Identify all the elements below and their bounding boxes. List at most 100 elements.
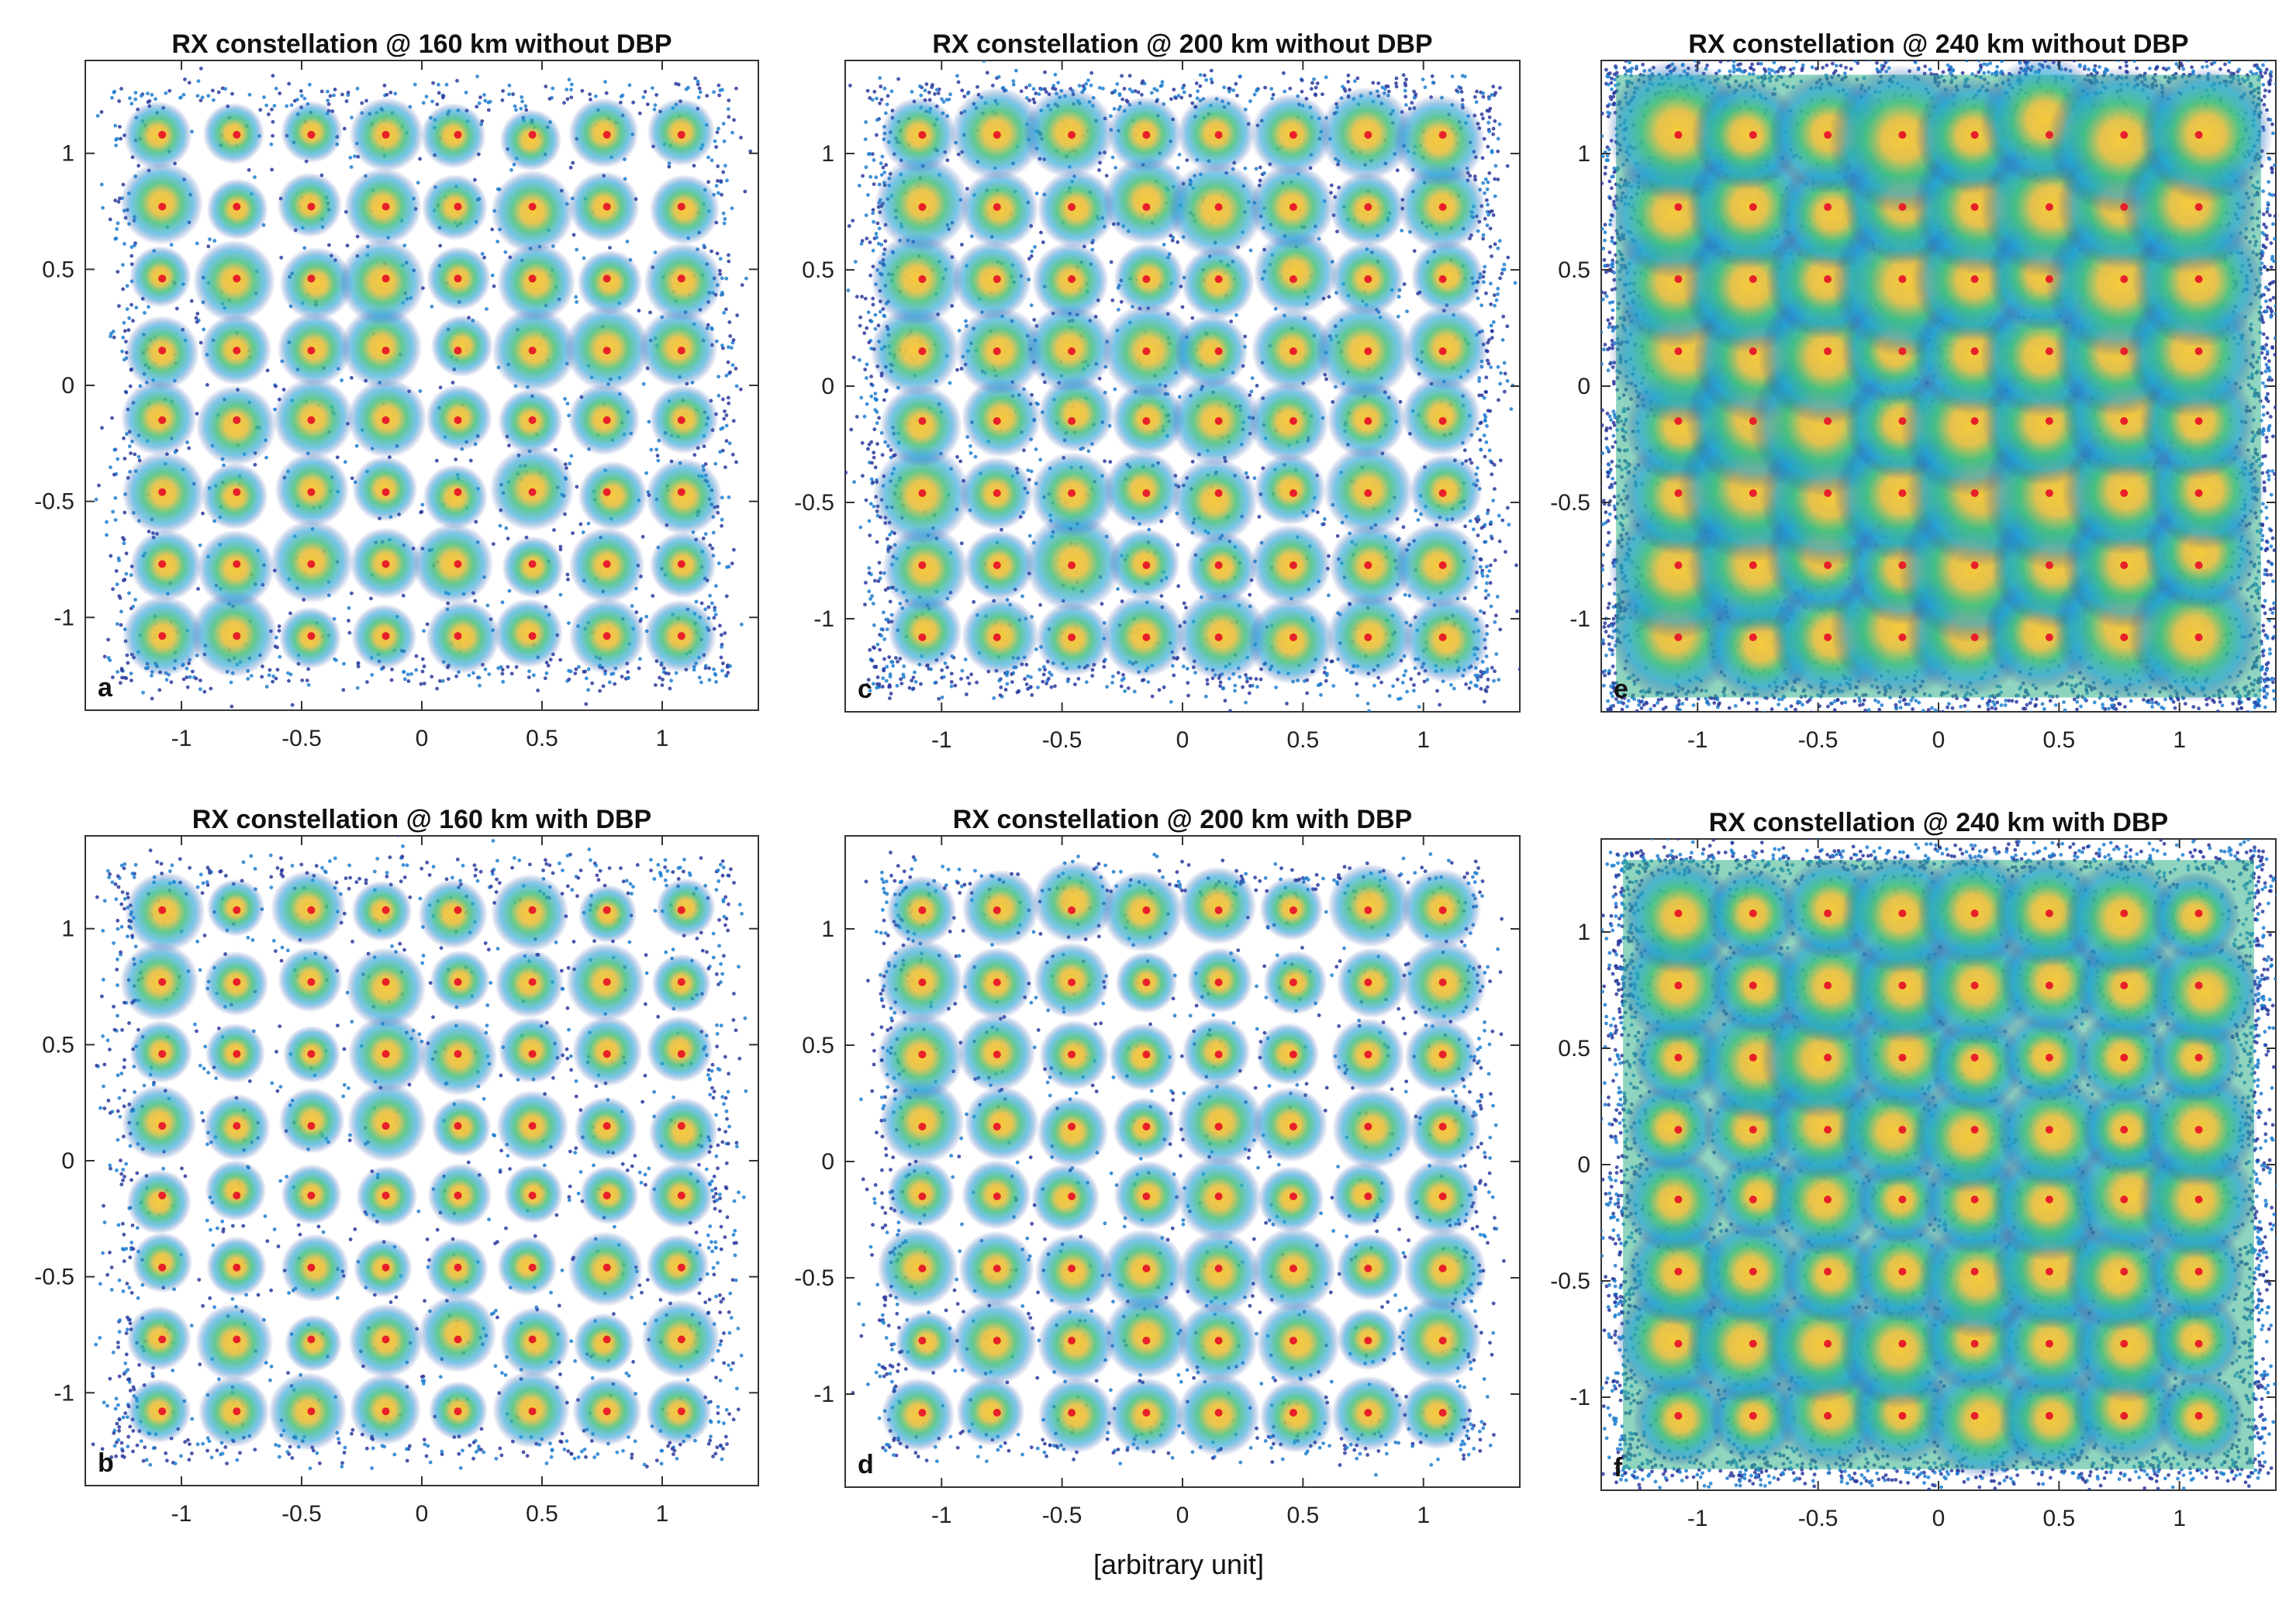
noise-point [346,90,350,95]
noise-point [148,848,153,853]
noise-point [1032,318,1037,322]
noise-point [565,1439,569,1443]
noise-point [658,1298,663,1302]
symbol-cloud [420,102,486,169]
symbol-cloud [639,309,718,388]
noise-point [724,276,729,281]
noise-point [1331,684,1336,688]
noise-point [247,92,252,97]
ideal-symbols [158,906,685,1416]
noise-point [884,617,889,622]
noise-point [101,978,105,982]
noise-point [736,1327,741,1331]
noise-point [109,334,112,339]
noise-point [715,972,719,976]
x-tick-label: 0.5 [526,726,558,751]
symbol-cloud [346,947,426,1028]
noise-point [1493,487,1497,491]
noise-point [129,451,133,455]
noise-point [495,1315,499,1320]
noise-point [720,523,723,528]
noise-point [122,1259,126,1263]
noise-point [688,873,692,878]
noise-point [574,1094,578,1099]
noise-point [575,300,578,304]
noise-point [713,461,718,466]
symbol-cloud [423,464,489,530]
noise-point [1186,693,1190,698]
noise-point [128,1389,133,1393]
noise-point [341,688,346,692]
noise-point [264,455,268,460]
noise-point [327,243,331,247]
noise-point [133,863,138,867]
noise-point [730,561,734,566]
noise-point [1485,564,1489,569]
noise-point [1115,82,1120,86]
noise-point [1323,517,1327,521]
noise-point [1485,109,1490,113]
noise-point [157,688,162,692]
noise-point [117,1428,122,1433]
noise-point [106,868,110,873]
noise-point [1034,447,1038,451]
noise-point [724,413,729,417]
ideal-symbol-point [382,1263,390,1272]
ideal-symbol-point [307,202,316,211]
noise-point [208,871,212,875]
noise-point [219,1452,223,1457]
noise-point [497,881,502,885]
noise-point [117,1096,122,1100]
noise-point [720,1457,724,1462]
x-tick-label: 0 [416,1501,429,1527]
noise-point [721,211,726,216]
noise-point [1495,595,1500,599]
noise-point [1502,268,1507,271]
ideal-symbol-point [528,488,537,496]
noise-point [1248,684,1252,688]
noise-point [247,1079,252,1083]
ideal-symbol-point [233,906,241,914]
noise-point [318,1461,322,1465]
noise-point [713,608,717,613]
noise-point [1482,699,1486,704]
noise-point [697,675,702,680]
noise-point [714,1375,718,1380]
noise-point [1493,177,1497,181]
noise-point [337,1437,340,1441]
noise-point [419,682,423,686]
noise-point [299,89,303,93]
noise-point [1029,303,1034,308]
noise-point [879,173,884,178]
noise-point [558,592,563,597]
ideal-symbol-point [233,1263,241,1272]
noise-point [1502,262,1507,267]
noise-point [867,519,872,523]
noise-point [1258,165,1262,170]
noise-point [189,1324,194,1327]
noise-point [722,1361,727,1365]
noise-point [205,880,209,884]
ideal-symbol-point [454,906,462,914]
noise-point [134,305,139,310]
noise-point [875,442,879,446]
noise-point [269,875,274,879]
noise-point [300,678,305,682]
noise-point [1274,685,1278,689]
noise-point [727,495,731,499]
noise-point [729,1367,734,1372]
noise-point [434,458,439,463]
noise-point [639,1180,644,1185]
noise-point [637,1170,642,1175]
noise-point [263,1214,268,1218]
panel-a: -1 -0.5 0 0.5 110.50-0.5-1RX constellation @… [34,29,759,751]
noise-point [941,100,946,104]
noise-point [114,143,118,148]
noise-point [147,305,150,309]
noise-point [533,1234,537,1238]
noise-point [716,1261,720,1265]
noise-point [95,1063,99,1068]
noise-point [127,591,131,595]
noise-point [665,869,670,873]
noise-point [264,103,268,108]
